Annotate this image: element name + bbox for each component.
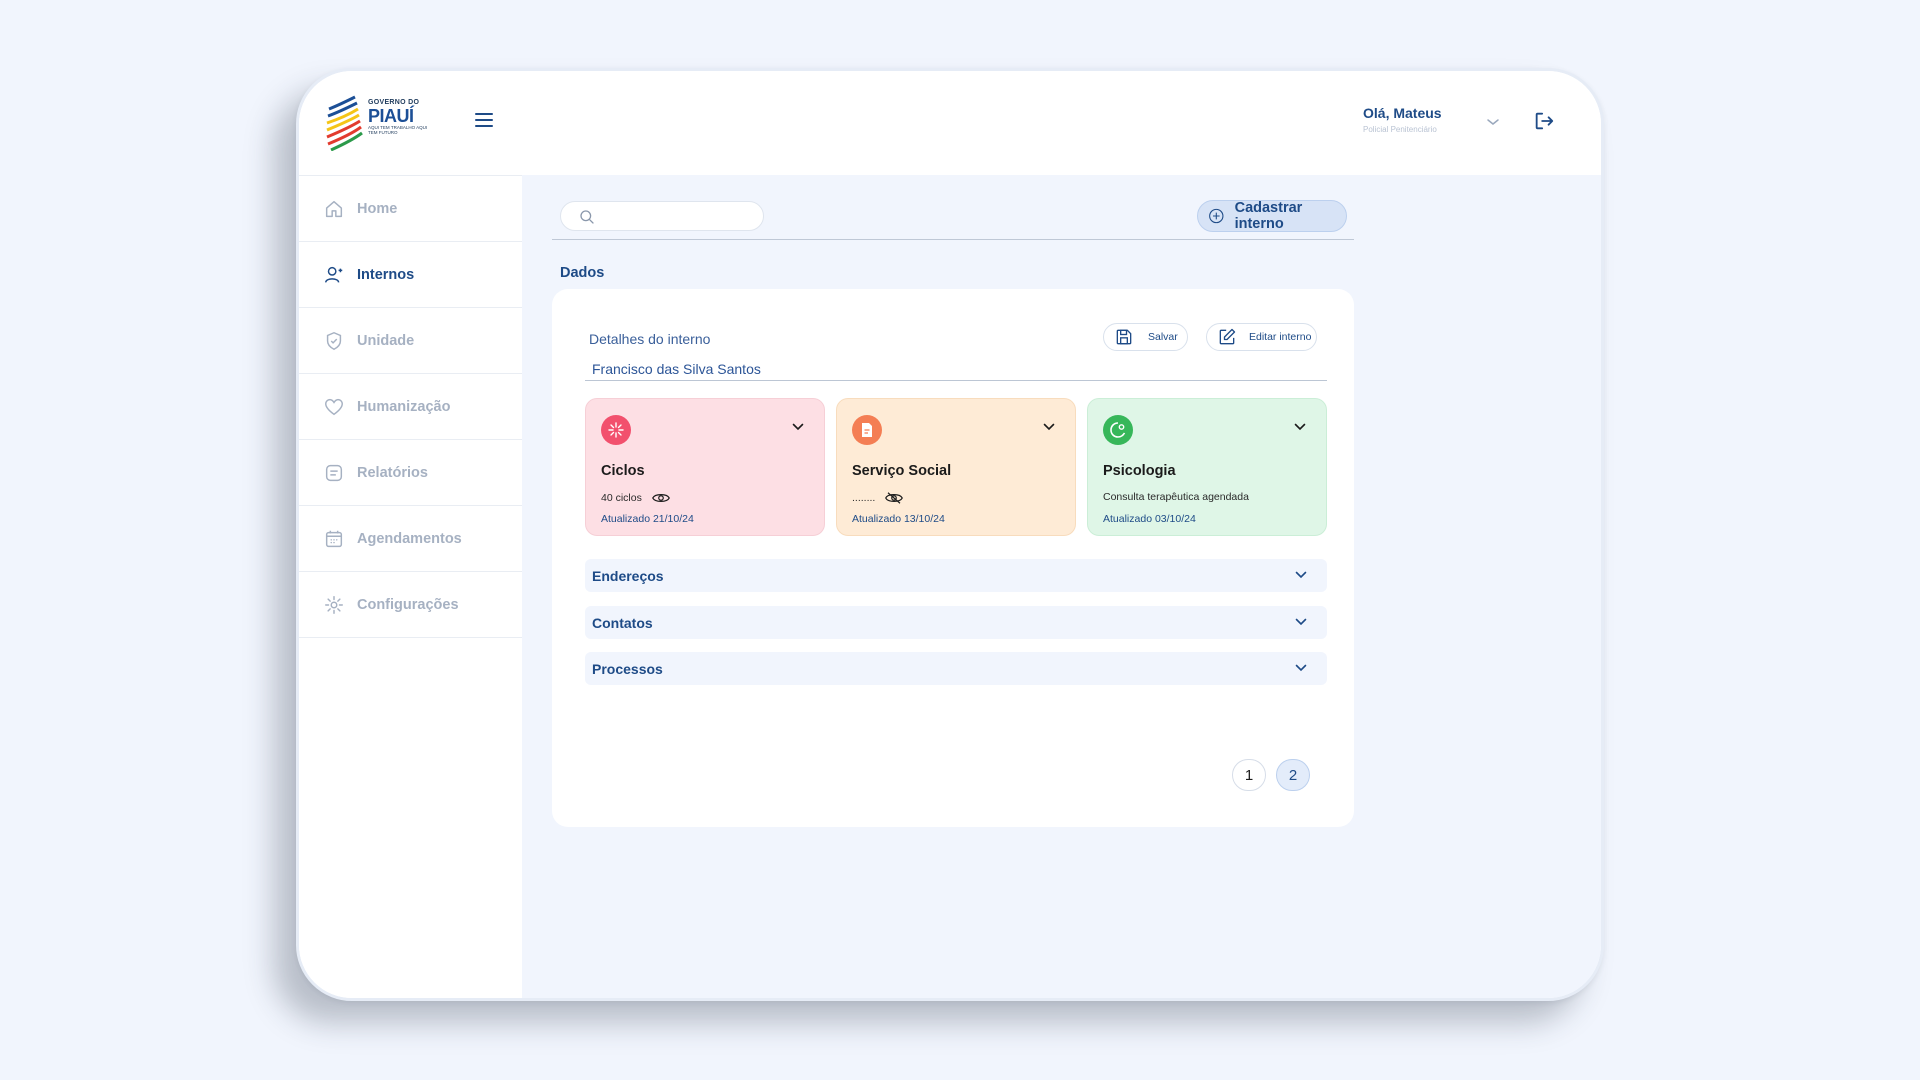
gear-icon xyxy=(325,595,343,614)
sidebar-item-label: Home xyxy=(357,200,398,217)
search-input[interactable] xyxy=(601,206,751,228)
user-add-icon xyxy=(325,266,343,283)
divider xyxy=(552,239,1354,240)
user-greeting: Olá, Mateus xyxy=(1363,105,1442,121)
search-bar[interactable] xyxy=(560,201,764,231)
app-window: GOVERNO DO PIAUÍ AQUI TEM TRABALHO AQUI … xyxy=(296,68,1604,1001)
governo-piaui-logo[interactable]: GOVERNO DO PIAUÍ AQUI TEM TRABALHO AQUI … xyxy=(325,93,429,153)
card-title: Serviço Social xyxy=(852,463,952,479)
accordion-label: Endereços xyxy=(592,568,664,584)
top-bar: GOVERNO DO PIAUÍ AQUI TEM TRABALHO AQUI … xyxy=(299,71,1601,175)
card-servico-social[interactable]: Serviço Social ........ Atualizado 13/10… xyxy=(836,398,1076,536)
chevron-down-icon[interactable] xyxy=(1294,423,1306,431)
save-icon xyxy=(1116,329,1132,345)
pagination-page-2[interactable]: 2 xyxy=(1276,759,1310,791)
edit-interno-button[interactable]: Editar interno xyxy=(1206,323,1317,351)
logo-wordmark: GOVERNO DO PIAUÍ AQUI TEM TRABALHO AQUI … xyxy=(368,99,429,135)
patient-name: Francisco das Silva Santos xyxy=(592,361,761,377)
logout-icon[interactable] xyxy=(1533,110,1555,132)
details-panel: Detalhes do interno Salvar Editar intern… xyxy=(552,289,1354,827)
search-icon xyxy=(580,210,594,224)
save-button-label: Salvar xyxy=(1148,331,1178,343)
logo-line-2: PIAUÍ xyxy=(368,106,414,126)
cadastrar-interno-label: Cadastrar interno xyxy=(1234,200,1303,232)
chevron-down-icon xyxy=(1295,664,1307,672)
card-info-text: 40 ciclos xyxy=(601,492,642,504)
sidebar-item-home[interactable]: Home xyxy=(299,176,522,242)
sidebar: Home Internos Unidade Humanização Relató… xyxy=(299,175,522,998)
plus-circle-icon xyxy=(1209,208,1224,224)
user-info[interactable]: Olá, Mateus Policial Penitenciário xyxy=(1363,105,1442,134)
edit-icon xyxy=(1219,328,1236,345)
shield-check-icon xyxy=(326,331,342,350)
edit-interno-label: Editar interno xyxy=(1249,331,1312,343)
user-role: Policial Penitenciário xyxy=(1363,125,1437,134)
card-info: Consulta terapêutica agendada xyxy=(1103,491,1249,503)
section-title: Dados xyxy=(560,265,605,281)
card-updated: Atualizado 03/10/24 xyxy=(1103,513,1196,525)
mind-icon xyxy=(1103,415,1133,445)
chevron-down-icon xyxy=(1295,571,1307,579)
sidebar-item-unidade[interactable]: Unidade xyxy=(299,308,522,374)
accordion-label: Processos xyxy=(592,661,663,677)
card-info: ........ xyxy=(852,491,904,505)
card-updated: Atualizado 21/10/24 xyxy=(601,513,694,525)
sidebar-item-humanizacao[interactable]: Humanização xyxy=(299,374,522,440)
sidebar-item-label: Agendamentos xyxy=(357,530,462,547)
accordion-processos[interactable]: Processos xyxy=(585,652,1327,685)
card-psicologia[interactable]: Psicologia Consulta terapêutica agendada… xyxy=(1087,398,1327,536)
card-title: Psicologia xyxy=(1103,463,1176,479)
sidebar-item-label: Relatórios xyxy=(357,464,428,481)
document-icon xyxy=(325,464,343,481)
card-ciclos[interactable]: Ciclos 40 ciclos Atualizado 21/10/24 xyxy=(585,398,825,536)
sidebar-item-label: Internos xyxy=(357,266,415,283)
logo-line-3: AQUI TEM TRABALHO AQUI TEM FUTURO xyxy=(368,125,428,135)
sidebar-item-label: Humanização xyxy=(357,398,451,415)
accordion-label: Contatos xyxy=(592,615,653,631)
sidebar-item-label: Configurações xyxy=(357,596,459,613)
card-title: Ciclos xyxy=(601,463,645,479)
sidebar-item-label: Unidade xyxy=(357,332,415,349)
card-info-text: ........ xyxy=(852,492,876,504)
sidebar-item-configuracoes[interactable]: Configurações xyxy=(299,572,522,638)
card-info-text: Consulta terapêutica agendada xyxy=(1103,491,1249,503)
sidebar-item-relatorios[interactable]: Relatórios xyxy=(299,440,522,506)
pagination-page-1[interactable]: 1 xyxy=(1232,759,1266,791)
sidebar-item-internos[interactable]: Internos xyxy=(299,242,522,308)
card-info: 40 ciclos xyxy=(601,491,670,505)
home-icon xyxy=(325,200,343,217)
eye-off-icon[interactable] xyxy=(885,491,904,505)
panel-title: Detalhes do interno xyxy=(589,331,711,347)
chevron-down-icon[interactable] xyxy=(792,423,804,431)
logo-line-1: GOVERNO DO xyxy=(368,99,420,106)
chevron-down-icon xyxy=(1295,618,1307,626)
cadastrar-interno-button[interactable]: Cadastrar interno xyxy=(1197,200,1347,232)
sidebar-item-agendamentos[interactable]: Agendamentos xyxy=(299,506,522,572)
sparkle-icon xyxy=(601,415,631,445)
chevron-down-icon[interactable] xyxy=(1486,117,1500,127)
document-icon xyxy=(852,415,882,445)
divider xyxy=(585,380,1327,381)
heart-icon xyxy=(325,398,343,415)
piaui-stripes-icon xyxy=(326,95,363,151)
eye-icon[interactable] xyxy=(651,491,670,505)
card-updated: Atualizado 13/10/24 xyxy=(852,513,945,525)
calendar-icon xyxy=(325,530,343,547)
main-content: Cadastrar interno Dados Detalhes do inte… xyxy=(522,175,1601,998)
chevron-down-icon[interactable] xyxy=(1043,423,1055,431)
hamburger-menu-icon[interactable] xyxy=(475,113,493,129)
accordion-enderecos[interactable]: Endereços xyxy=(585,559,1327,592)
save-button[interactable]: Salvar xyxy=(1103,323,1188,351)
accordion-contatos[interactable]: Contatos xyxy=(585,606,1327,639)
